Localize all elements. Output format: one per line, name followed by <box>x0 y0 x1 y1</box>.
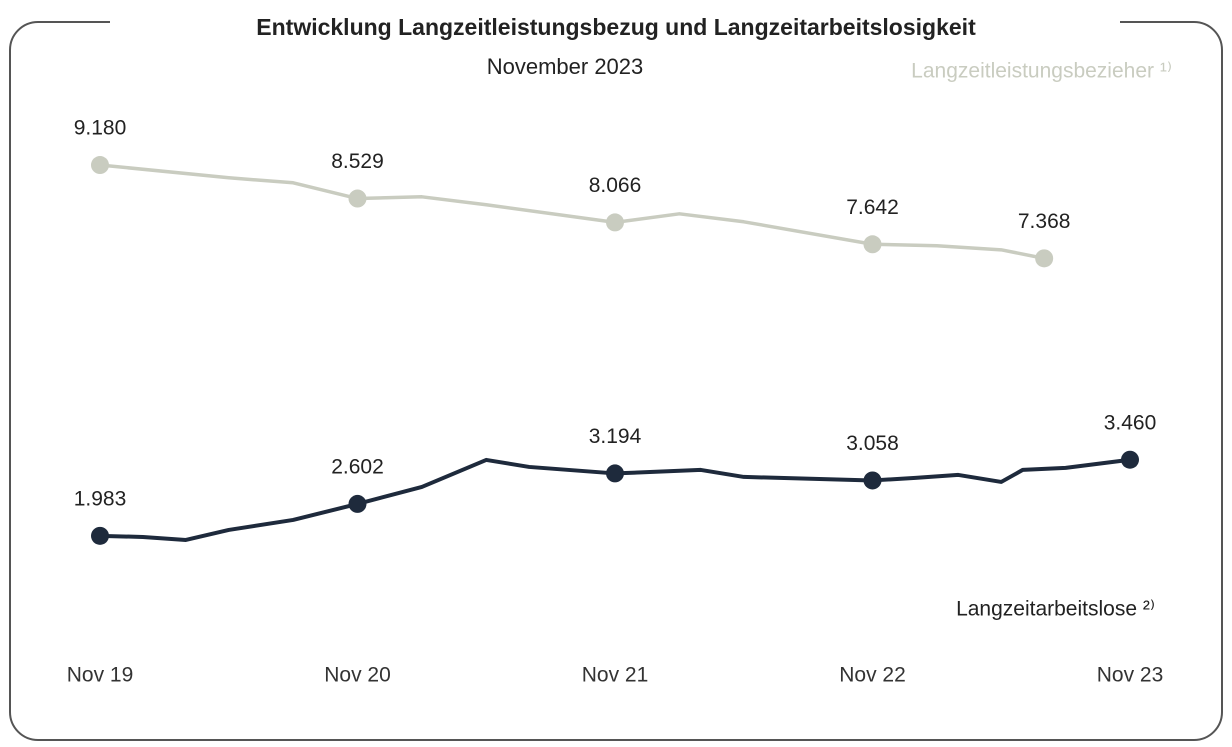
title-mask <box>110 8 1120 38</box>
x-tick-label: Nov 19 <box>67 664 134 687</box>
data-label: 3.194 <box>589 425 642 448</box>
data-label: 7.368 <box>1018 210 1071 233</box>
data-label: 2.602 <box>331 455 384 478</box>
x-tick-label: Nov 21 <box>582 664 649 687</box>
data-label: 7.642 <box>846 196 899 219</box>
x-tick-label: Nov 23 <box>1097 664 1164 687</box>
chart-title: Entwicklung Langzeitleistungsbezug und L… <box>256 14 976 40</box>
data-label: 9.180 <box>74 117 127 140</box>
line <box>99 163 1045 261</box>
data-label: 8.529 <box>331 150 384 173</box>
marker <box>863 235 882 254</box>
x-tick-label: Nov 22 <box>839 664 906 687</box>
legend-label: Langzeitarbeitslose ²⁾ <box>956 598 1155 621</box>
marker <box>348 494 367 513</box>
chart-subtitle: November 2023 <box>487 54 644 79</box>
marker <box>1035 249 1054 268</box>
x-tick-label: Nov 20 <box>324 664 391 687</box>
data-label: 3.460 <box>1104 411 1157 434</box>
marker <box>348 189 367 208</box>
marker <box>1121 450 1139 469</box>
marker <box>91 526 109 545</box>
data-label: 8.066 <box>589 174 642 197</box>
data-label: 1.983 <box>74 487 127 510</box>
marker <box>606 464 624 483</box>
marker <box>606 213 624 232</box>
data-label: 3.058 <box>846 432 899 455</box>
frame <box>9 21 1223 741</box>
marker <box>91 156 109 175</box>
marker <box>863 471 882 490</box>
legend-label: Langzeitleistungsbezieher ¹⁾ <box>911 60 1172 83</box>
